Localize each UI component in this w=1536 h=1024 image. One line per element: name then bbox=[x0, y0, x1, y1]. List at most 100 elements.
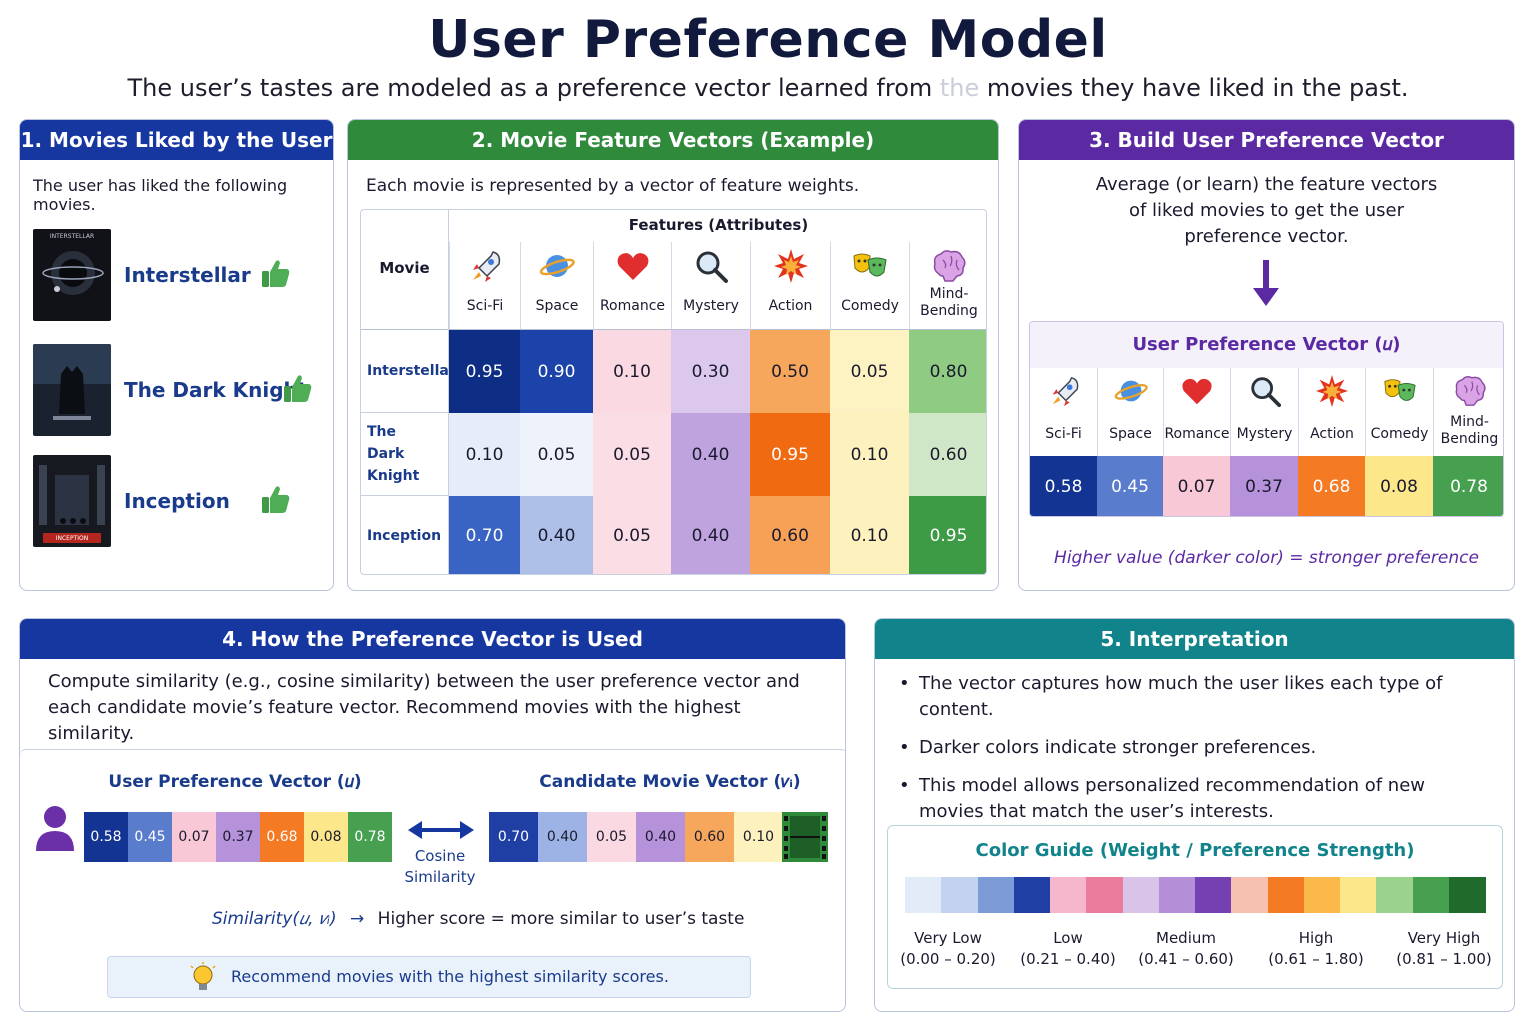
feature-label: Action bbox=[1310, 426, 1354, 442]
movie-name-inception: Inception bbox=[124, 489, 230, 513]
color-swatch bbox=[1158, 877, 1196, 913]
panel3-intro-line: of liked movies to get the user bbox=[1128, 200, 1405, 221]
feature-header-6: Comedy bbox=[830, 242, 909, 330]
right-arrow-icon: → bbox=[350, 909, 365, 929]
color-level-range: (0.81 – 1.00) bbox=[1396, 950, 1492, 968]
feature-label: Mystery bbox=[1236, 426, 1293, 442]
features-header: Features (Attributes) bbox=[628, 216, 809, 234]
feature-label: Romance bbox=[1164, 426, 1230, 442]
vector-cell: 0.68 bbox=[260, 812, 304, 862]
color-level-name: Low bbox=[1053, 929, 1083, 947]
vector-cell: 0.45 bbox=[1097, 456, 1163, 516]
color-level-label: Low (0.21 – 0.40) bbox=[1008, 928, 1128, 970]
table-cell: 0.10 bbox=[449, 413, 520, 496]
color-swatch bbox=[1195, 877, 1232, 913]
table-cell: 0.95 bbox=[750, 413, 830, 496]
table-cell: 0.40 bbox=[520, 496, 593, 574]
poster-inception: INCEPTION bbox=[33, 455, 111, 547]
user-avatar-icon bbox=[36, 806, 74, 851]
panel2-intro: Each movie is represented by a vector of… bbox=[366, 176, 860, 196]
tip-text: Recommend movies with the highest simila… bbox=[231, 967, 669, 986]
color-level-range: (0.00 – 0.20) bbox=[900, 950, 996, 968]
poster-interstellar-text: INTERSTELLAR bbox=[49, 233, 95, 240]
vector-cell: 0.37 bbox=[1230, 456, 1298, 516]
table-cell: 0.05 bbox=[593, 496, 671, 574]
feature-label: Bending bbox=[1440, 431, 1499, 447]
table-cell: 0.05 bbox=[520, 413, 593, 496]
color-level-name: Very High bbox=[1407, 929, 1481, 947]
liked-movie-dark-knight: The Dark Knight bbox=[33, 344, 323, 439]
liked-movie-inception: INCEPTION Inception bbox=[33, 455, 323, 550]
poster-inception-text: INCEPTION bbox=[55, 535, 89, 542]
film-strip-icon bbox=[782, 812, 828, 862]
color-level-range: (0.41 – 0.60) bbox=[1138, 950, 1234, 968]
theater-masks-icon bbox=[1383, 379, 1416, 401]
color-swatch bbox=[941, 877, 978, 913]
vector-cell: 0.45 bbox=[128, 812, 172, 862]
list-item: Darker colors indicate stronger preferen… bbox=[899, 735, 1499, 761]
cosine-similarity-label: Cosine Similarity bbox=[400, 846, 480, 888]
panel2-title: 2. Movie Feature Vectors (Example) bbox=[348, 120, 998, 160]
table-cell: 0.10 bbox=[830, 413, 909, 496]
movie-column-header: Movie bbox=[361, 210, 449, 330]
magnifier-icon bbox=[1250, 376, 1281, 408]
vector-cell: 0.07 bbox=[172, 812, 216, 862]
color-level-name: Very Low bbox=[914, 929, 982, 947]
table-row-label: Inception bbox=[361, 496, 449, 574]
color-swatch bbox=[905, 877, 942, 913]
feature-label: Space bbox=[535, 298, 579, 314]
color-level-label: Very Low (0.00 – 0.20) bbox=[888, 928, 1008, 970]
feature-header-1: Sci-Fi bbox=[449, 242, 520, 330]
recommendation-tip: Recommend movies with the highest simila… bbox=[107, 956, 751, 998]
feature-label: Romance bbox=[599, 298, 666, 314]
cosine-label-line: Similarity bbox=[404, 868, 476, 886]
similarity-explanation: Higher score = more similar to user’s ta… bbox=[377, 909, 745, 929]
heart-icon bbox=[1182, 378, 1212, 405]
panel-build-vector: 3. Build User Preference Vector Average … bbox=[1018, 119, 1515, 591]
color-swatch bbox=[977, 877, 1015, 913]
feature-header-3: Romance bbox=[593, 242, 671, 330]
table-cell: 0.50 bbox=[750, 330, 830, 413]
poster-interstellar: INTERSTELLAR bbox=[33, 229, 111, 321]
poster-dark-knight bbox=[33, 344, 111, 436]
vector-cell: 0.78 bbox=[348, 812, 392, 862]
vector-cell: 0.78 bbox=[1433, 456, 1503, 516]
color-swatch bbox=[1267, 877, 1305, 913]
brain-icon bbox=[1455, 376, 1486, 406]
panel3-title: 3. Build User Preference Vector bbox=[1019, 120, 1514, 160]
interpretation-list: The vector captures how much the user li… bbox=[899, 671, 1499, 837]
color-level-name: High bbox=[1298, 929, 1334, 947]
vector-cell: 0.60 bbox=[685, 812, 734, 862]
color-swatch bbox=[1231, 877, 1268, 913]
feature-table: Movie Features (Attributes) Sci-Fi Space R… bbox=[360, 209, 987, 575]
vector-feature-3: Romance bbox=[1163, 368, 1230, 456]
vector-cell: 0.70 bbox=[489, 812, 538, 862]
user-preference-vector-title: User Preference Vector (𝑢) bbox=[1030, 322, 1503, 368]
table-cell: 0.70 bbox=[449, 496, 520, 574]
rocket-icon bbox=[1051, 377, 1078, 407]
user-preference-vector-box: User Preference Vector (𝑢) Sci-Fi 0.58 Spa… bbox=[1029, 321, 1504, 517]
color-swatch bbox=[1050, 877, 1087, 913]
vector-cell: 0.07 bbox=[1163, 456, 1230, 516]
color-level-label: High (0.61 – 1.80) bbox=[1256, 928, 1376, 970]
table-cell: 0.05 bbox=[830, 330, 909, 413]
table-cell: 0.40 bbox=[671, 496, 750, 574]
preference-note: Higher value (darker color) = stronger p… bbox=[1054, 548, 1479, 568]
vector-cell: 0.68 bbox=[1298, 456, 1365, 516]
feature-label: Action bbox=[768, 298, 813, 314]
panel3-intro-line: Average (or learn) the feature vectors bbox=[1095, 174, 1438, 195]
table-cell: 0.10 bbox=[830, 496, 909, 574]
feature-label: Bending bbox=[920, 303, 978, 319]
feature-header-5: Action bbox=[750, 242, 830, 330]
similarity-section bbox=[20, 749, 845, 1011]
vector-cell: 0.40 bbox=[636, 812, 685, 862]
vector-cell: 0.05 bbox=[587, 812, 636, 862]
double-arrow-icon bbox=[408, 821, 474, 839]
brain-icon bbox=[933, 250, 966, 282]
table-cell: 0.95 bbox=[909, 496, 986, 574]
similarity-formula: Similarity(𝑢, 𝑣ᵢ) bbox=[212, 909, 337, 929]
feature-label: Sci-Fi bbox=[1045, 426, 1082, 442]
color-guide: Color Guide (Weight / Preference Strengt… bbox=[887, 825, 1503, 989]
liked-movie-interstellar: INTERSTELLAR Interstellar bbox=[33, 229, 323, 324]
table-row-label: The Dark Knight bbox=[361, 413, 449, 496]
